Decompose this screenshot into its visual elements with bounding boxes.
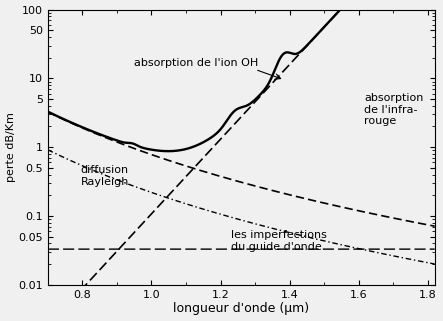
X-axis label: longueur d'onde (μm): longueur d'onde (μm) bbox=[173, 302, 309, 316]
Text: diffusion
Rayleigh: diffusion Rayleigh bbox=[81, 165, 129, 187]
Y-axis label: perte dB/Km: perte dB/Km bbox=[6, 112, 16, 182]
Text: les imperfections
du guide d'onde: les imperfections du guide d'onde bbox=[231, 230, 327, 252]
Text: absorption de l'ion OH: absorption de l'ion OH bbox=[134, 58, 258, 68]
Text: absorption
de l'infra-
rouge: absorption de l'infra- rouge bbox=[364, 93, 423, 126]
